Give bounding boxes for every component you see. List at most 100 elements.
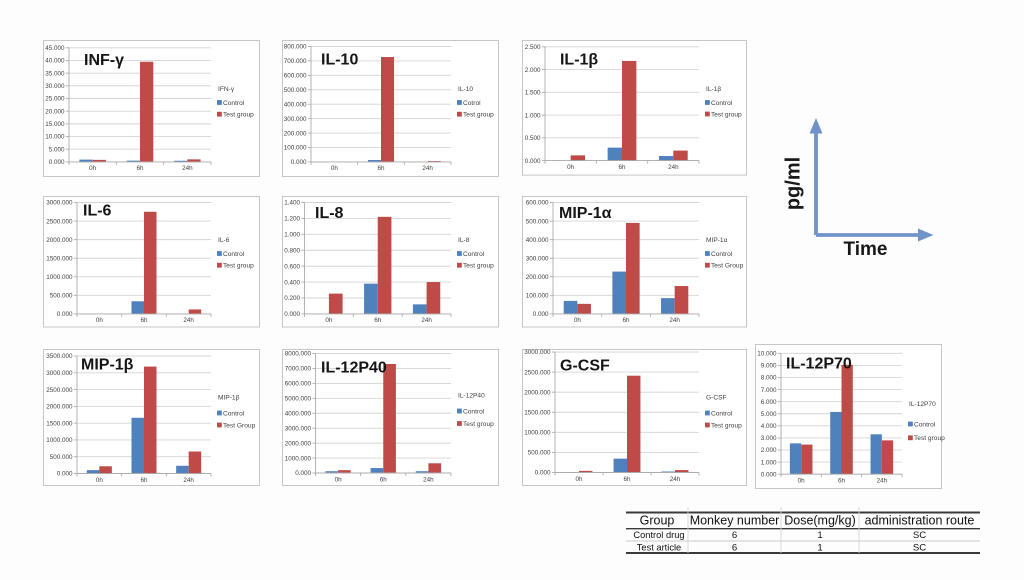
svg-text:24h: 24h — [670, 476, 681, 483]
svg-text:0h: 0h — [96, 317, 104, 324]
svg-text:IL-10: IL-10 — [321, 51, 358, 68]
svg-text:INF-γ: INF-γ — [84, 52, 124, 69]
svg-text:1500.000: 1500.000 — [46, 420, 73, 427]
svg-text:24h: 24h — [183, 317, 194, 324]
svg-text:2000.000: 2000.000 — [524, 389, 551, 396]
svg-text:1.000: 1.000 — [761, 459, 777, 466]
svg-text:800.000: 800.000 — [284, 43, 307, 50]
svg-text:35.000: 35.000 — [45, 70, 65, 77]
svg-text:1.500: 1.500 — [525, 90, 541, 97]
svg-text:MIP-1β: MIP-1β — [218, 394, 240, 401]
svg-text:Test article: Test article — [637, 542, 681, 552]
svg-text:1500.000: 1500.000 — [46, 255, 73, 262]
svg-text:8000.000: 8000.000 — [285, 351, 312, 358]
svg-text:Dose(mg/kg): Dose(mg/kg) — [784, 514, 856, 528]
svg-text:500.000: 500.000 — [284, 86, 307, 93]
svg-text:400.000: 400.000 — [284, 101, 307, 108]
svg-text:IL-6: IL-6 — [218, 236, 230, 243]
svg-text:7000.000: 7000.000 — [285, 366, 312, 373]
svg-text:10.000: 10.000 — [45, 133, 65, 140]
svg-text:200.000: 200.000 — [284, 130, 307, 137]
svg-text:6h: 6h — [140, 477, 148, 484]
svg-text:G-CSF: G-CSF — [706, 394, 727, 401]
svg-text:400.000: 400.000 — [526, 236, 549, 243]
svg-text:0h: 0h — [798, 478, 806, 485]
svg-text:6h: 6h — [374, 317, 382, 324]
svg-text:Test Group: Test Group — [223, 422, 256, 429]
svg-text:3000.000: 3000.000 — [46, 199, 73, 206]
svg-text:2.000: 2.000 — [525, 67, 541, 74]
svg-text:1.000: 1.000 — [284, 231, 300, 238]
svg-text:2000.000: 2000.000 — [285, 440, 312, 447]
svg-text:0.000: 0.000 — [57, 471, 73, 478]
svg-text:1.400: 1.400 — [284, 199, 300, 206]
svg-text:5000.000: 5000.000 — [285, 396, 312, 403]
svg-text:1.000: 1.000 — [525, 112, 541, 119]
svg-text:6h: 6h — [622, 317, 630, 324]
svg-text:300.000: 300.000 — [284, 115, 307, 122]
svg-text:45.000: 45.000 — [45, 45, 65, 52]
svg-text:Control: Control — [711, 100, 733, 107]
svg-text:IL-12P70: IL-12P70 — [786, 356, 852, 373]
svg-text:8.000: 8.000 — [761, 375, 777, 382]
svg-text:2.000: 2.000 — [761, 447, 777, 454]
svg-text:0.000: 0.000 — [533, 311, 549, 318]
svg-text:25.000: 25.000 — [45, 95, 65, 102]
svg-text:Control: Control — [914, 421, 936, 428]
svg-text:7.000: 7.000 — [761, 387, 777, 394]
svg-text:3000.000: 3000.000 — [46, 370, 73, 377]
svg-text:0.600: 0.600 — [284, 263, 300, 270]
svg-text:MIP-1α: MIP-1α — [706, 236, 728, 243]
svg-text:Control: Control — [463, 250, 485, 257]
svg-text:3500.000: 3500.000 — [46, 353, 73, 360]
svg-text:1000.000: 1000.000 — [524, 430, 551, 437]
svg-text:9.000: 9.000 — [761, 363, 777, 370]
svg-text:Group: Group — [640, 514, 675, 528]
svg-text:IL-12P40: IL-12P40 — [458, 392, 485, 399]
svg-text:Control: Control — [223, 99, 245, 106]
svg-text:40.000: 40.000 — [45, 57, 65, 64]
svg-text:0.200: 0.200 — [284, 295, 300, 302]
svg-text:2500.000: 2500.000 — [46, 218, 73, 225]
svg-text:0h: 0h — [567, 164, 574, 171]
svg-text:Monkey number: Monkey number — [690, 514, 780, 528]
svg-text:IL-12P40: IL-12P40 — [321, 360, 387, 377]
svg-text:5.000: 5.000 — [761, 411, 777, 418]
svg-text:0.000: 0.000 — [525, 158, 541, 165]
svg-text:0h: 0h — [574, 317, 582, 324]
svg-text:6h: 6h — [377, 165, 385, 172]
svg-text:500.000: 500.000 — [50, 292, 73, 299]
svg-text:4.000: 4.000 — [761, 423, 777, 430]
svg-text:2000.000: 2000.000 — [46, 236, 73, 243]
svg-text:6h: 6h — [838, 478, 846, 485]
svg-text:24h: 24h — [183, 477, 194, 484]
svg-text:24h: 24h — [668, 164, 679, 171]
svg-text:6: 6 — [732, 530, 737, 541]
svg-text:24h: 24h — [423, 476, 434, 483]
svg-text:0h: 0h — [325, 317, 333, 324]
svg-text:Test group: Test group — [914, 435, 945, 442]
svg-text:30.000: 30.000 — [45, 83, 65, 90]
svg-text:24h: 24h — [182, 165, 193, 172]
svg-text:Test group: Test group — [711, 111, 742, 118]
svg-text:Test group: Test group — [223, 111, 254, 118]
svg-text:Test group: Test group — [711, 422, 742, 429]
svg-text:100.000: 100.000 — [284, 144, 307, 151]
svg-text:500.000: 500.000 — [526, 218, 549, 225]
svg-text:pg/ml: pg/ml — [783, 157, 805, 210]
svg-text:1000.000: 1000.000 — [285, 455, 312, 462]
svg-text:1: 1 — [817, 530, 822, 541]
svg-text:1500.000: 1500.000 — [524, 409, 551, 416]
svg-text:0.000: 0.000 — [535, 470, 551, 477]
svg-text:0.000: 0.000 — [49, 159, 65, 166]
svg-text:Control: Control — [463, 408, 485, 415]
svg-text:1: 1 — [817, 542, 822, 553]
svg-text:0.400: 0.400 — [284, 279, 300, 286]
svg-text:1.200: 1.200 — [284, 215, 300, 222]
svg-text:IL-1β: IL-1β — [706, 86, 721, 93]
svg-text:Time: Time — [843, 239, 887, 260]
svg-text:Control drug: Control drug — [633, 530, 684, 540]
svg-text:0h: 0h — [331, 165, 339, 172]
svg-text:0h: 0h — [96, 477, 104, 484]
svg-text:6h: 6h — [380, 476, 388, 483]
